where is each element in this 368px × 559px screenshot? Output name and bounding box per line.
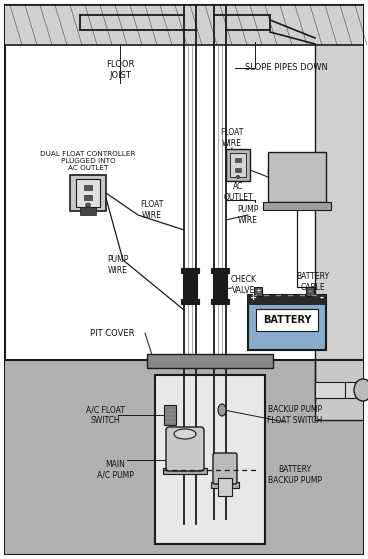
Ellipse shape <box>236 176 240 178</box>
Bar <box>315 45 363 400</box>
Bar <box>254 287 262 296</box>
Bar <box>76 179 100 207</box>
Ellipse shape <box>85 203 91 207</box>
Bar <box>218 478 232 496</box>
Bar <box>248 295 326 305</box>
Text: -: - <box>319 293 323 303</box>
Bar <box>5 360 363 554</box>
Text: BATTERY
CABLE: BATTERY CABLE <box>297 272 330 292</box>
Bar <box>183 273 197 299</box>
Bar <box>248 295 326 350</box>
Ellipse shape <box>218 404 226 416</box>
Text: PUMP
WIRE: PUMP WIRE <box>237 205 259 225</box>
Text: MAIN
A/C PUMP: MAIN A/C PUMP <box>96 460 134 480</box>
Bar <box>315 382 363 398</box>
Bar <box>70 175 106 211</box>
Bar <box>164 405 176 425</box>
Bar <box>213 273 227 299</box>
Bar <box>181 268 199 273</box>
Bar <box>226 149 250 181</box>
Bar <box>84 185 92 190</box>
Text: SLOPE PIPES DOWN: SLOPE PIPES DOWN <box>245 64 328 73</box>
Bar <box>163 468 207 474</box>
Bar <box>235 158 241 162</box>
Text: BACKUP SYSTEM
CONTROL UNIT: BACKUP SYSTEM CONTROL UNIT <box>267 168 327 182</box>
Bar <box>211 299 229 304</box>
Text: FLOOR
JOIST: FLOOR JOIST <box>106 60 134 80</box>
Ellipse shape <box>354 379 368 401</box>
Text: DUAL FLOAT CONTROLLER
PLUGGED INTO
AC OUTLET: DUAL FLOAT CONTROLLER PLUGGED INTO AC OU… <box>40 151 136 171</box>
Bar <box>84 195 92 200</box>
Bar <box>268 152 326 202</box>
Bar <box>211 268 229 273</box>
Text: AC
OUTLET: AC OUTLET <box>223 182 253 202</box>
Bar <box>80 207 96 215</box>
FancyBboxPatch shape <box>213 453 237 484</box>
Text: FLOAT
WIRE: FLOAT WIRE <box>220 129 244 148</box>
Bar <box>5 5 363 45</box>
Bar <box>181 299 199 304</box>
Text: BATTERY: BATTERY <box>263 315 311 325</box>
Text: +: + <box>255 288 261 294</box>
Bar <box>256 309 318 331</box>
Text: -: - <box>309 288 311 294</box>
Bar <box>263 202 331 210</box>
Bar <box>315 360 363 420</box>
Bar <box>235 168 241 172</box>
Text: BATTERY
BACKUP PUMP: BATTERY BACKUP PUMP <box>268 465 322 485</box>
Text: PUMP
WIRE: PUMP WIRE <box>107 255 129 274</box>
FancyBboxPatch shape <box>166 427 204 471</box>
Text: A/C FLOAT
SWITCH: A/C FLOAT SWITCH <box>86 405 124 425</box>
Text: FLOAT
WIRE: FLOAT WIRE <box>140 200 164 220</box>
Text: TILE: TILE <box>354 386 368 395</box>
Text: DRAIN: DRAIN <box>319 386 343 395</box>
Text: +: + <box>250 293 256 302</box>
Bar <box>155 375 265 544</box>
Text: CHECK
VALVE: CHECK VALVE <box>231 275 257 295</box>
Text: BACKUP PUMP
FLOAT SWITCH: BACKUP PUMP FLOAT SWITCH <box>267 405 323 425</box>
Ellipse shape <box>174 429 196 439</box>
Text: PIT COVER: PIT COVER <box>90 329 134 338</box>
Bar <box>147 354 273 368</box>
Bar <box>306 287 314 296</box>
Bar <box>230 153 246 177</box>
Bar <box>211 482 239 488</box>
